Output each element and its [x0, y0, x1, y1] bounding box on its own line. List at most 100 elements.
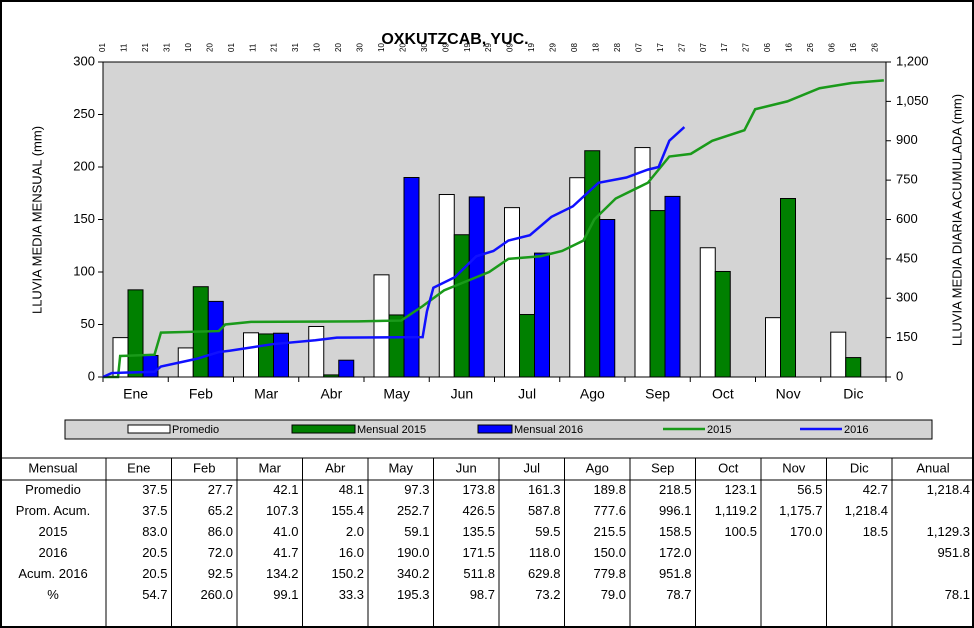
top-day-label: 27: [677, 43, 686, 52]
x-tick-label: Mar: [254, 386, 278, 402]
table-header: Mar: [259, 460, 282, 475]
table-cell: 189.8: [593, 482, 626, 497]
x-tick-label: Feb: [189, 386, 213, 402]
table-cell: 123.1: [724, 482, 757, 497]
table-cell: 340.2: [397, 566, 430, 581]
table-cell: 951.8: [659, 566, 692, 581]
table-cell: 1,119.2: [715, 503, 757, 518]
table-cell: 218.5: [659, 482, 692, 497]
top-day-label: 09: [506, 43, 515, 52]
top-day-label: 20: [205, 43, 214, 52]
table-cell: 100.5: [724, 524, 757, 539]
y2-tick-label: 0: [896, 368, 903, 383]
y2-tick-label: 150: [896, 329, 918, 344]
table-cell: 2015: [39, 524, 68, 539]
table-cell: 779.8: [593, 566, 626, 581]
top-day-label: 19: [463, 43, 472, 52]
table-header: Sep: [651, 460, 674, 475]
bar: [765, 317, 781, 378]
table-cell: 20.5: [142, 566, 167, 581]
bar: [845, 357, 862, 378]
table-cell: 996.1: [659, 503, 692, 518]
line: [103, 79, 884, 379]
bar: [127, 289, 144, 378]
x-tick-label: Sep: [645, 386, 670, 402]
top-day-label: 31: [291, 43, 300, 52]
top-day-label: 07: [699, 43, 708, 52]
table-cell: 629.8: [528, 566, 561, 581]
table-cell: 2.0: [346, 524, 364, 539]
table-cell: 42.7: [863, 482, 888, 497]
top-day-label: 29: [484, 43, 493, 52]
bar: [438, 194, 455, 378]
table-cell: 92.5: [208, 566, 233, 581]
y2-tick-label: 1,050: [896, 93, 929, 108]
table-cell: 134.2: [266, 566, 299, 581]
bar: [207, 300, 224, 378]
table-cell: 18.5: [863, 524, 888, 539]
table-cell: 172.0: [659, 545, 692, 560]
table-header: Anual: [916, 460, 949, 475]
table-header: Ago: [586, 460, 609, 475]
top-day-label: 20: [334, 43, 343, 52]
table-cell: 79.0: [601, 587, 626, 602]
y-axis-label: LLUVIA MEDIA MENSUAL (mm): [29, 126, 44, 314]
x-tick-label: May: [383, 386, 409, 402]
table-cell: 78.7: [666, 587, 691, 602]
x-tick-label: Ene: [123, 386, 148, 402]
legend-label: 2016: [844, 424, 868, 436]
x-tick-label: Jul: [518, 386, 536, 402]
table-header: Nov: [782, 460, 806, 475]
bar: [388, 314, 405, 378]
top-day-label: 06: [827, 43, 836, 52]
y-tick-label: 0: [88, 368, 95, 383]
chart-title: OXKUTZCAB, YUC.: [381, 31, 528, 48]
table-cell: 195.3: [397, 587, 430, 602]
top-day-label: 21: [141, 43, 150, 52]
table-cell: 37.5: [142, 503, 167, 518]
table-cell: 951.8: [937, 545, 970, 560]
table-cell: 98.7: [470, 587, 495, 602]
bar: [519, 314, 535, 378]
x-tick-label: Jun: [451, 386, 474, 402]
bar: [403, 177, 420, 378]
table-cell: 54.7: [142, 587, 167, 602]
top-day-label: 19: [527, 43, 536, 52]
top-day-label: 18: [592, 43, 601, 52]
table-cell: 97.3: [404, 482, 429, 497]
table-cell: 158.5: [659, 524, 692, 539]
bar: [599, 219, 616, 378]
top-day-label: 10: [377, 43, 386, 52]
table-header: Oct: [718, 460, 739, 475]
table-cell: 73.2: [535, 587, 560, 602]
table-cell: 41.0: [273, 524, 298, 539]
table-cell: Promedio: [25, 482, 81, 497]
bar: [830, 331, 847, 378]
top-day-label: 09: [441, 43, 450, 52]
table-cell: 161.3: [528, 482, 561, 497]
top-day-label: 26: [806, 43, 815, 52]
table-cell: 72.0: [208, 545, 233, 560]
table-cell: 1,175.7: [779, 503, 822, 518]
table-cell: 171.5: [462, 545, 495, 560]
bar: [780, 198, 796, 378]
legend-label: Mensual 2015: [357, 424, 426, 436]
table-cell: 1,129.3: [927, 524, 970, 539]
table-header: Jun: [456, 460, 477, 475]
x-tick-label: Abr: [320, 386, 342, 402]
y-tick-label: 200: [73, 158, 95, 173]
top-day-label: 17: [720, 43, 729, 52]
table-cell: 59.1: [404, 524, 429, 539]
table-cell: 42.1: [273, 482, 298, 497]
y2-tick-label: 900: [896, 132, 918, 147]
top-day-label: 28: [613, 43, 622, 52]
top-day-label: 26: [870, 43, 879, 52]
top-day-label: 27: [742, 43, 751, 52]
table-cell: 37.5: [142, 482, 167, 497]
bar: [534, 252, 550, 378]
bar: [308, 325, 325, 378]
top-day-label: 31: [162, 43, 171, 52]
top-day-label: 08: [570, 43, 579, 52]
y-tick-label: 300: [73, 53, 95, 68]
